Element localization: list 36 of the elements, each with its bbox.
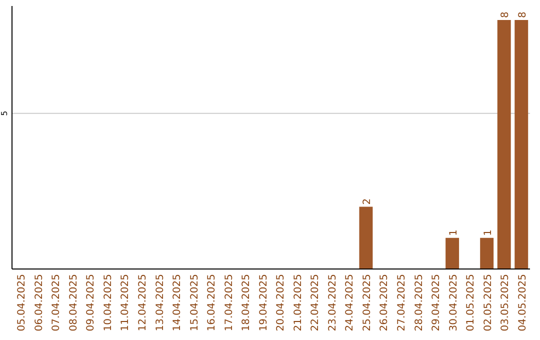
data-label: 1 <box>482 230 494 236</box>
x-tick-label: 25.04.2025 <box>362 274 373 332</box>
x-tick-label: 08.04.2025 <box>68 274 80 332</box>
data-label: 1 <box>448 230 460 236</box>
x-tick-label: 21.04.2025 <box>292 274 304 332</box>
x-tick-label: 05.04.2025 <box>16 274 28 332</box>
x-tick-label: 26.04.2025 <box>379 274 390 332</box>
x-tick-label: 14.04.2025 <box>172 274 184 332</box>
x-tick-label: 11.04.2025 <box>120 274 132 332</box>
x-tick-label: 20.04.2025 <box>276 274 287 332</box>
x-tick-label: 02.05.2025 <box>482 274 494 332</box>
x-tick-label: 15.04.2025 <box>189 274 200 332</box>
x-tick-label: 22.04.2025 <box>310 274 322 332</box>
data-label: 8 <box>500 12 512 18</box>
x-tick-label: 30.04.2025 <box>448 274 460 332</box>
x-tick-label: 01.05.2025 <box>466 274 477 332</box>
x-tick-label: 24.04.2025 <box>344 274 356 332</box>
x-tick-label: 28.04.2025 <box>414 274 425 332</box>
x-tick-label: 29.04.2025 <box>431 274 442 332</box>
y-tick-label: 5 <box>0 110 9 116</box>
x-tick-label: 03.05.2025 <box>500 274 512 332</box>
x-tick-label: 27.04.2025 <box>396 274 408 332</box>
x-tick-label: 10.04.2025 <box>102 274 114 332</box>
x-tick-label: 06.04.2025 <box>34 274 45 332</box>
x-tick-label: 12.04.2025 <box>138 274 148 332</box>
data-label: 8 <box>517 12 528 18</box>
x-tick-label: 13.04.2025 <box>154 274 166 332</box>
x-tick-label: 09.04.2025 <box>86 274 97 332</box>
x-tick-label: 18.04.2025 <box>241 274 252 332</box>
x-tick-label: 19.04.2025 <box>258 274 270 332</box>
x-tick-label: 07.04.2025 <box>51 274 62 332</box>
x-tick-label: 23.04.2025 <box>327 274 338 332</box>
x-tick-label: 17.04.2025 <box>224 274 235 332</box>
x-tick-label: 16.04.2025 <box>206 274 218 332</box>
data-label: 2 <box>362 198 373 205</box>
x-tick-label: 04.05.2025 <box>517 274 528 332</box>
